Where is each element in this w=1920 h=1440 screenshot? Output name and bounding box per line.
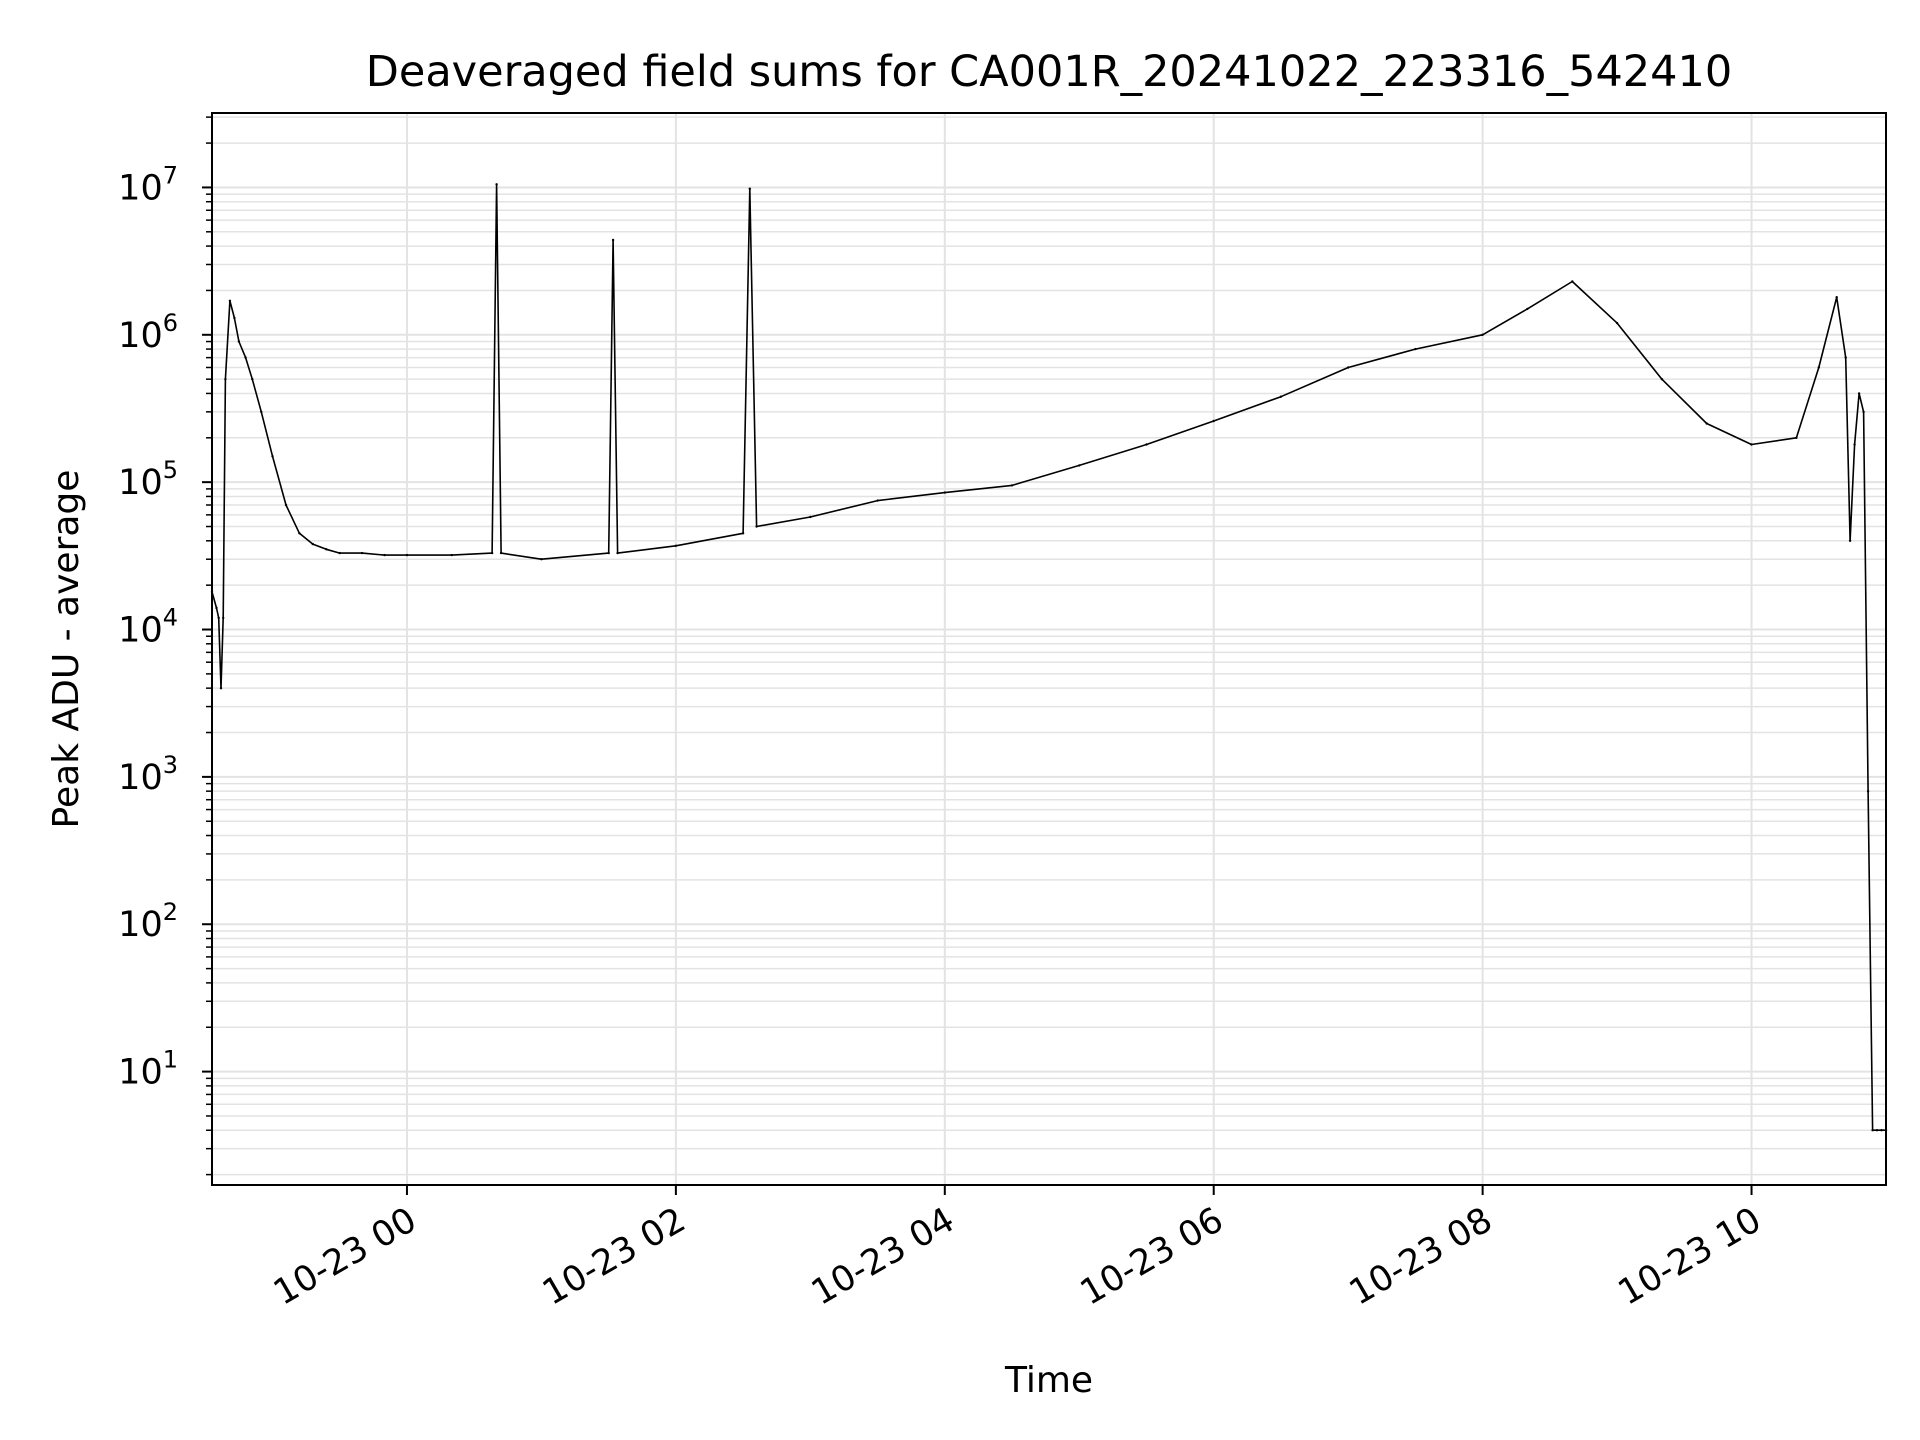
y-tick-label: 106	[118, 309, 178, 356]
data-point	[325, 548, 328, 551]
y-tick-label: 102	[118, 898, 178, 945]
data-point	[1880, 1129, 1883, 1132]
data-point	[251, 378, 254, 381]
y-tick-label: 103	[118, 751, 178, 798]
data-point	[1835, 296, 1838, 299]
y-tick-base: 10	[118, 611, 163, 651]
y-tick-exponent: 2	[163, 898, 178, 926]
data-point	[1705, 422, 1708, 425]
data-point	[298, 532, 301, 535]
data-point	[616, 551, 619, 555]
data-point	[1145, 443, 1148, 446]
y-tick-exponent: 6	[163, 309, 178, 337]
data-point	[674, 544, 678, 547]
data-point	[490, 551, 494, 555]
y-tick-label: 104	[118, 604, 178, 651]
data-point	[499, 551, 503, 555]
data-point	[383, 553, 386, 557]
data-point	[450, 553, 453, 557]
y-tick-base: 10	[118, 463, 163, 503]
data-point	[222, 616, 225, 620]
data-point	[1857, 392, 1861, 395]
data-point	[1817, 366, 1821, 369]
data-point	[1347, 366, 1350, 369]
data-point	[1848, 539, 1852, 542]
y-tick-exponent: 1	[163, 1046, 178, 1074]
data-point	[1571, 280, 1574, 283]
data-point	[1844, 356, 1847, 359]
data-point	[1615, 321, 1619, 325]
data-point	[1866, 790, 1870, 793]
data-point	[748, 187, 751, 190]
data-point	[237, 340, 241, 343]
data-point	[755, 525, 758, 528]
data-point	[1481, 333, 1484, 336]
data-point	[1526, 307, 1529, 311]
data-point	[1212, 419, 1215, 423]
series-layer	[210, 183, 1888, 1132]
data-point	[360, 551, 364, 555]
data-point	[809, 515, 812, 519]
y-tick-base: 10	[118, 168, 163, 208]
y-tick-label: 101	[118, 1046, 178, 1093]
data-point	[1871, 1129, 1874, 1132]
data-point	[260, 410, 263, 414]
data-point	[1279, 395, 1283, 398]
data-point	[217, 616, 220, 620]
data-point	[495, 183, 498, 186]
y-tick-label: 105	[118, 456, 178, 503]
y-tick-exponent: 7	[163, 161, 178, 189]
data-point	[1795, 436, 1798, 439]
y-axis-label: Peak ADU - average	[46, 470, 87, 829]
data-point	[1414, 347, 1417, 351]
data-point	[876, 499, 879, 502]
data-point	[741, 532, 745, 535]
data-point	[228, 299, 232, 302]
data-point	[405, 553, 409, 557]
data-point	[943, 491, 946, 494]
data-point	[1010, 484, 1014, 487]
data-point	[271, 455, 274, 458]
data-point	[284, 503, 288, 507]
x-axis-label: Time	[1004, 1360, 1093, 1401]
data-point	[338, 551, 341, 555]
data-point	[1078, 464, 1081, 467]
plot-frame	[211, 112, 1887, 1186]
grid	[212, 113, 1886, 1185]
y-tick-exponent: 5	[163, 456, 178, 484]
data-point	[611, 238, 615, 242]
y-tick-base: 10	[118, 758, 163, 798]
data-point	[215, 606, 218, 610]
data-point	[1660, 378, 1664, 381]
data-point	[233, 316, 236, 320]
data-point	[1853, 443, 1856, 446]
y-tick-base: 10	[118, 905, 163, 945]
data-point	[311, 542, 314, 546]
y-tick-label: 107	[118, 161, 178, 208]
data-point	[607, 551, 610, 555]
chart-title: Deaveraged field sums for CA001R_2024102…	[366, 47, 1732, 97]
data-point	[224, 378, 227, 381]
data-point	[1750, 443, 1753, 446]
y-tick-exponent: 3	[163, 751, 178, 779]
y-tick-exponent: 4	[163, 604, 178, 632]
data-point	[1862, 410, 1865, 414]
data-point	[219, 687, 223, 690]
data-point	[1875, 1129, 1879, 1132]
data-point	[244, 356, 247, 359]
y-tick-base: 10	[118, 316, 163, 356]
y-tick-base: 10	[118, 1053, 163, 1093]
data-point	[540, 558, 543, 561]
